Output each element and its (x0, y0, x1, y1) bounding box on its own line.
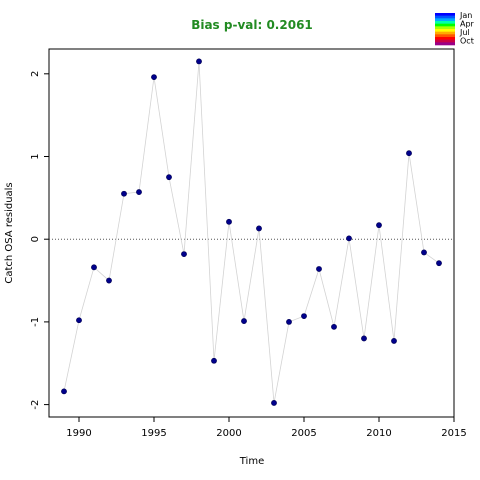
residual-point (91, 264, 97, 271)
legend-color-band (435, 29, 455, 32)
y-tick-label: -1 (30, 317, 41, 327)
legend-color-band (435, 37, 455, 40)
legend-color-band (435, 39, 455, 43)
residual-point (226, 218, 232, 225)
x-tick-label: 2015 (441, 428, 466, 439)
legend-color-band (435, 15, 455, 19)
legend-color-band (435, 31, 455, 35)
x-axis: 1990 1995 2000 2005 2010 2015 (66, 417, 467, 439)
x-tick-label: 1990 (66, 428, 91, 439)
legend-color-band (435, 21, 455, 24)
legend-color-band (435, 18, 455, 22)
residual-point (241, 318, 247, 324)
residual-point (256, 225, 262, 232)
residual-point (376, 222, 382, 229)
residual-point (301, 313, 307, 320)
residual-point (61, 388, 67, 395)
y-axis-label: Catch OSA residuals (4, 182, 15, 283)
residual-point (286, 318, 292, 325)
chart-title: Bias p-val: 0.2061 (191, 18, 313, 32)
plot-area-frame (48, 48, 455, 418)
residual-point (76, 317, 82, 324)
residual-point (106, 277, 112, 284)
residual-point (316, 266, 322, 272)
residual-point (181, 251, 187, 257)
residual-point (346, 235, 352, 242)
y-tick-label: 0 (30, 236, 41, 242)
x-tick-label: 2000 (216, 428, 241, 439)
x-axis-label: Time (239, 456, 264, 467)
x-tick-label: 1995 (141, 428, 166, 439)
residual-point (406, 150, 412, 157)
residual-point (331, 323, 337, 330)
residual-point (136, 189, 142, 195)
legend-label: Apr (460, 20, 475, 29)
y-axis: -2 -1 0 1 2 (30, 71, 49, 410)
y-tick-label: -2 (30, 400, 41, 410)
legend-color-band (435, 34, 455, 38)
legend-color-band (435, 23, 455, 27)
residual-point (121, 190, 127, 197)
x-tick-label: 2005 (291, 428, 316, 439)
x-tick-label: 2010 (366, 428, 391, 439)
residual-point (166, 174, 172, 181)
legend-color-band (435, 13, 455, 16)
residual-point (361, 335, 367, 342)
residual-point (196, 58, 202, 65)
legend-color-band (435, 42, 455, 46)
residuals-connecting-line (63, 61, 440, 404)
y-tick-label: 1 (30, 153, 41, 159)
residual-point (436, 260, 442, 267)
legend-label: Oct (460, 37, 474, 46)
residual-point (421, 249, 427, 256)
residual-points (61, 58, 442, 406)
legend-label: Jul (459, 28, 470, 37)
residual-point (271, 400, 277, 406)
y-tick-label: 2 (30, 71, 41, 77)
residual-point (151, 74, 157, 81)
residual-point (211, 357, 217, 364)
legend-label: Jan (459, 11, 472, 20)
residual-point (391, 338, 397, 344)
legend-color-band (435, 26, 455, 30)
